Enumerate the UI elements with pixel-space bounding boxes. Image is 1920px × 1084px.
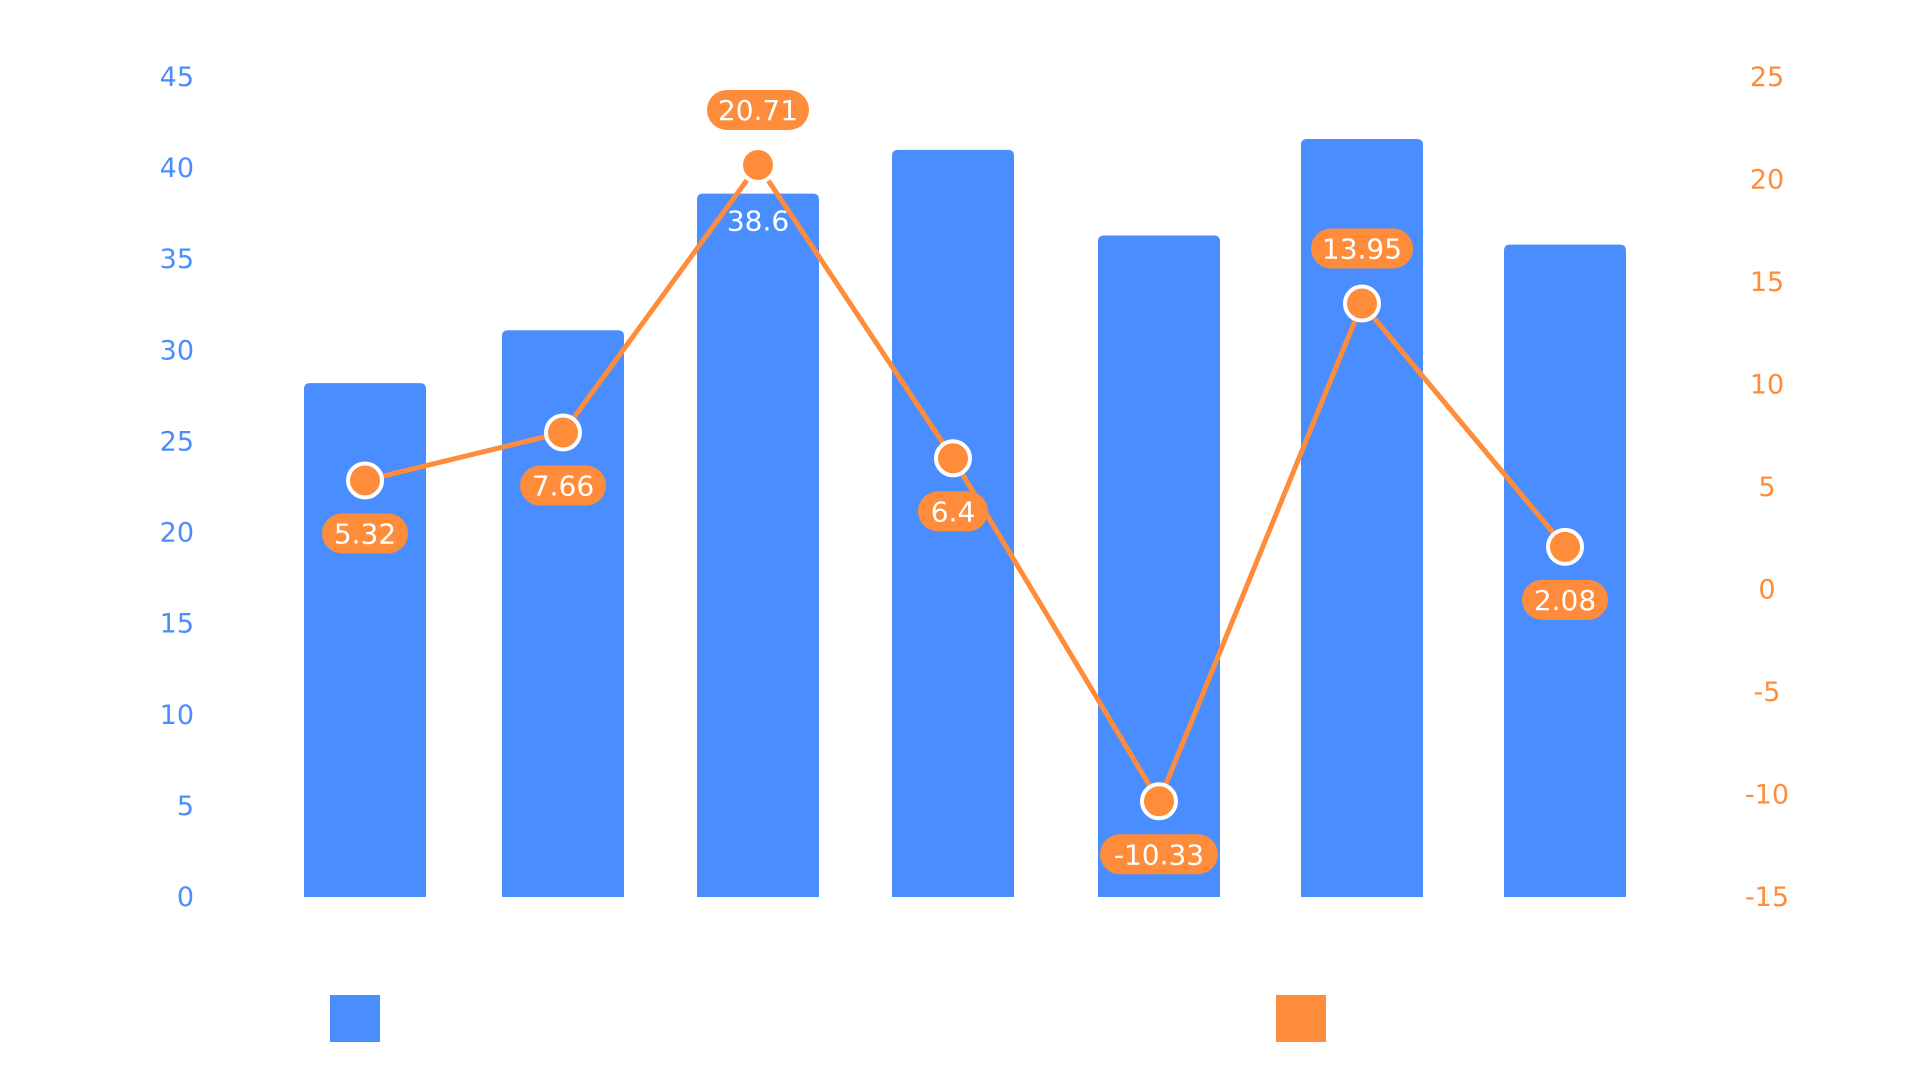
left-axis-tick-label: 30 — [160, 335, 194, 366]
legend-marker — [330, 995, 380, 1042]
left-axis-tick-label: 10 — [160, 700, 194, 731]
line-data-label-badge — [1100, 834, 1218, 875]
line-data-label-badge — [918, 491, 988, 532]
bar — [1504, 244, 1626, 898]
right-axis-tick-label: -10 — [1745, 780, 1789, 811]
line-point-marker — [1140, 782, 1178, 821]
left-axis-tick-label: 40 — [160, 153, 194, 184]
line-data-label: 7.66 — [532, 469, 594, 502]
left-axis-tick-label: 25 — [160, 426, 194, 457]
left-axis-tick-label: 15 — [160, 609, 194, 640]
bar — [1301, 138, 1423, 897]
bar — [304, 383, 426, 898]
right-axis-tick-label: -15 — [1745, 882, 1789, 913]
line-series — [346, 145, 1584, 821]
line-data-label: 2.08 — [1534, 584, 1596, 617]
left-axis-tick-label: 0 — [177, 882, 194, 913]
line-data-label-badge — [1522, 579, 1608, 620]
right-axis-tick-label: 5 — [1758, 472, 1775, 503]
left-y-axis: 0 5 10 15 20 25 30 35 40 45 — [160, 62, 194, 913]
line-point-marker — [544, 413, 582, 452]
line-data-label: 20.71 — [718, 94, 798, 127]
line-point-marker — [739, 145, 777, 184]
right-y-axis: -15 -10 -5 0 5 10 15 20 25 — [1745, 62, 1789, 913]
line-data-label-badge — [520, 465, 606, 506]
line-data-label-badge — [707, 89, 809, 130]
bar — [697, 193, 819, 898]
line-data-labels: 5.32 7.66 20.71 6.4 -10.33 13.95 2.08 — [322, 89, 1608, 875]
line-point-marker — [1343, 284, 1381, 323]
left-axis-tick-label: 45 — [160, 62, 194, 93]
line-point-marker — [346, 461, 384, 500]
line-data-label: 5.32 — [334, 517, 396, 550]
left-axis-tick-label: 35 — [160, 244, 194, 275]
left-axis-tick-label: 20 — [160, 518, 194, 549]
bar-data-label: 38.6 — [727, 205, 789, 238]
right-axis-tick-label: 20 — [1750, 165, 1784, 196]
right-axis-tick-label: 0 — [1758, 575, 1775, 606]
right-axis-tick-label: 15 — [1750, 267, 1784, 298]
legend-marker — [1276, 995, 1326, 1042]
line-data-label-badge — [322, 513, 408, 554]
line-point-marker — [934, 439, 972, 478]
right-axis-tick-label: 25 — [1750, 62, 1784, 93]
line-point-marker — [1546, 527, 1584, 566]
line-data-label-badge — [1311, 228, 1413, 269]
right-axis-tick-label: 10 — [1750, 370, 1784, 401]
left-axis-tick-label: 5 — [177, 791, 194, 822]
line-data-label: 13.95 — [1322, 233, 1402, 266]
line-data-label: 6.4 — [931, 495, 976, 528]
legend — [330, 995, 1326, 1042]
bar-data-labels: 38.6 — [727, 205, 789, 238]
line-data-label: -10.33 — [1114, 838, 1204, 871]
right-axis-tick-label: -5 — [1754, 677, 1781, 708]
